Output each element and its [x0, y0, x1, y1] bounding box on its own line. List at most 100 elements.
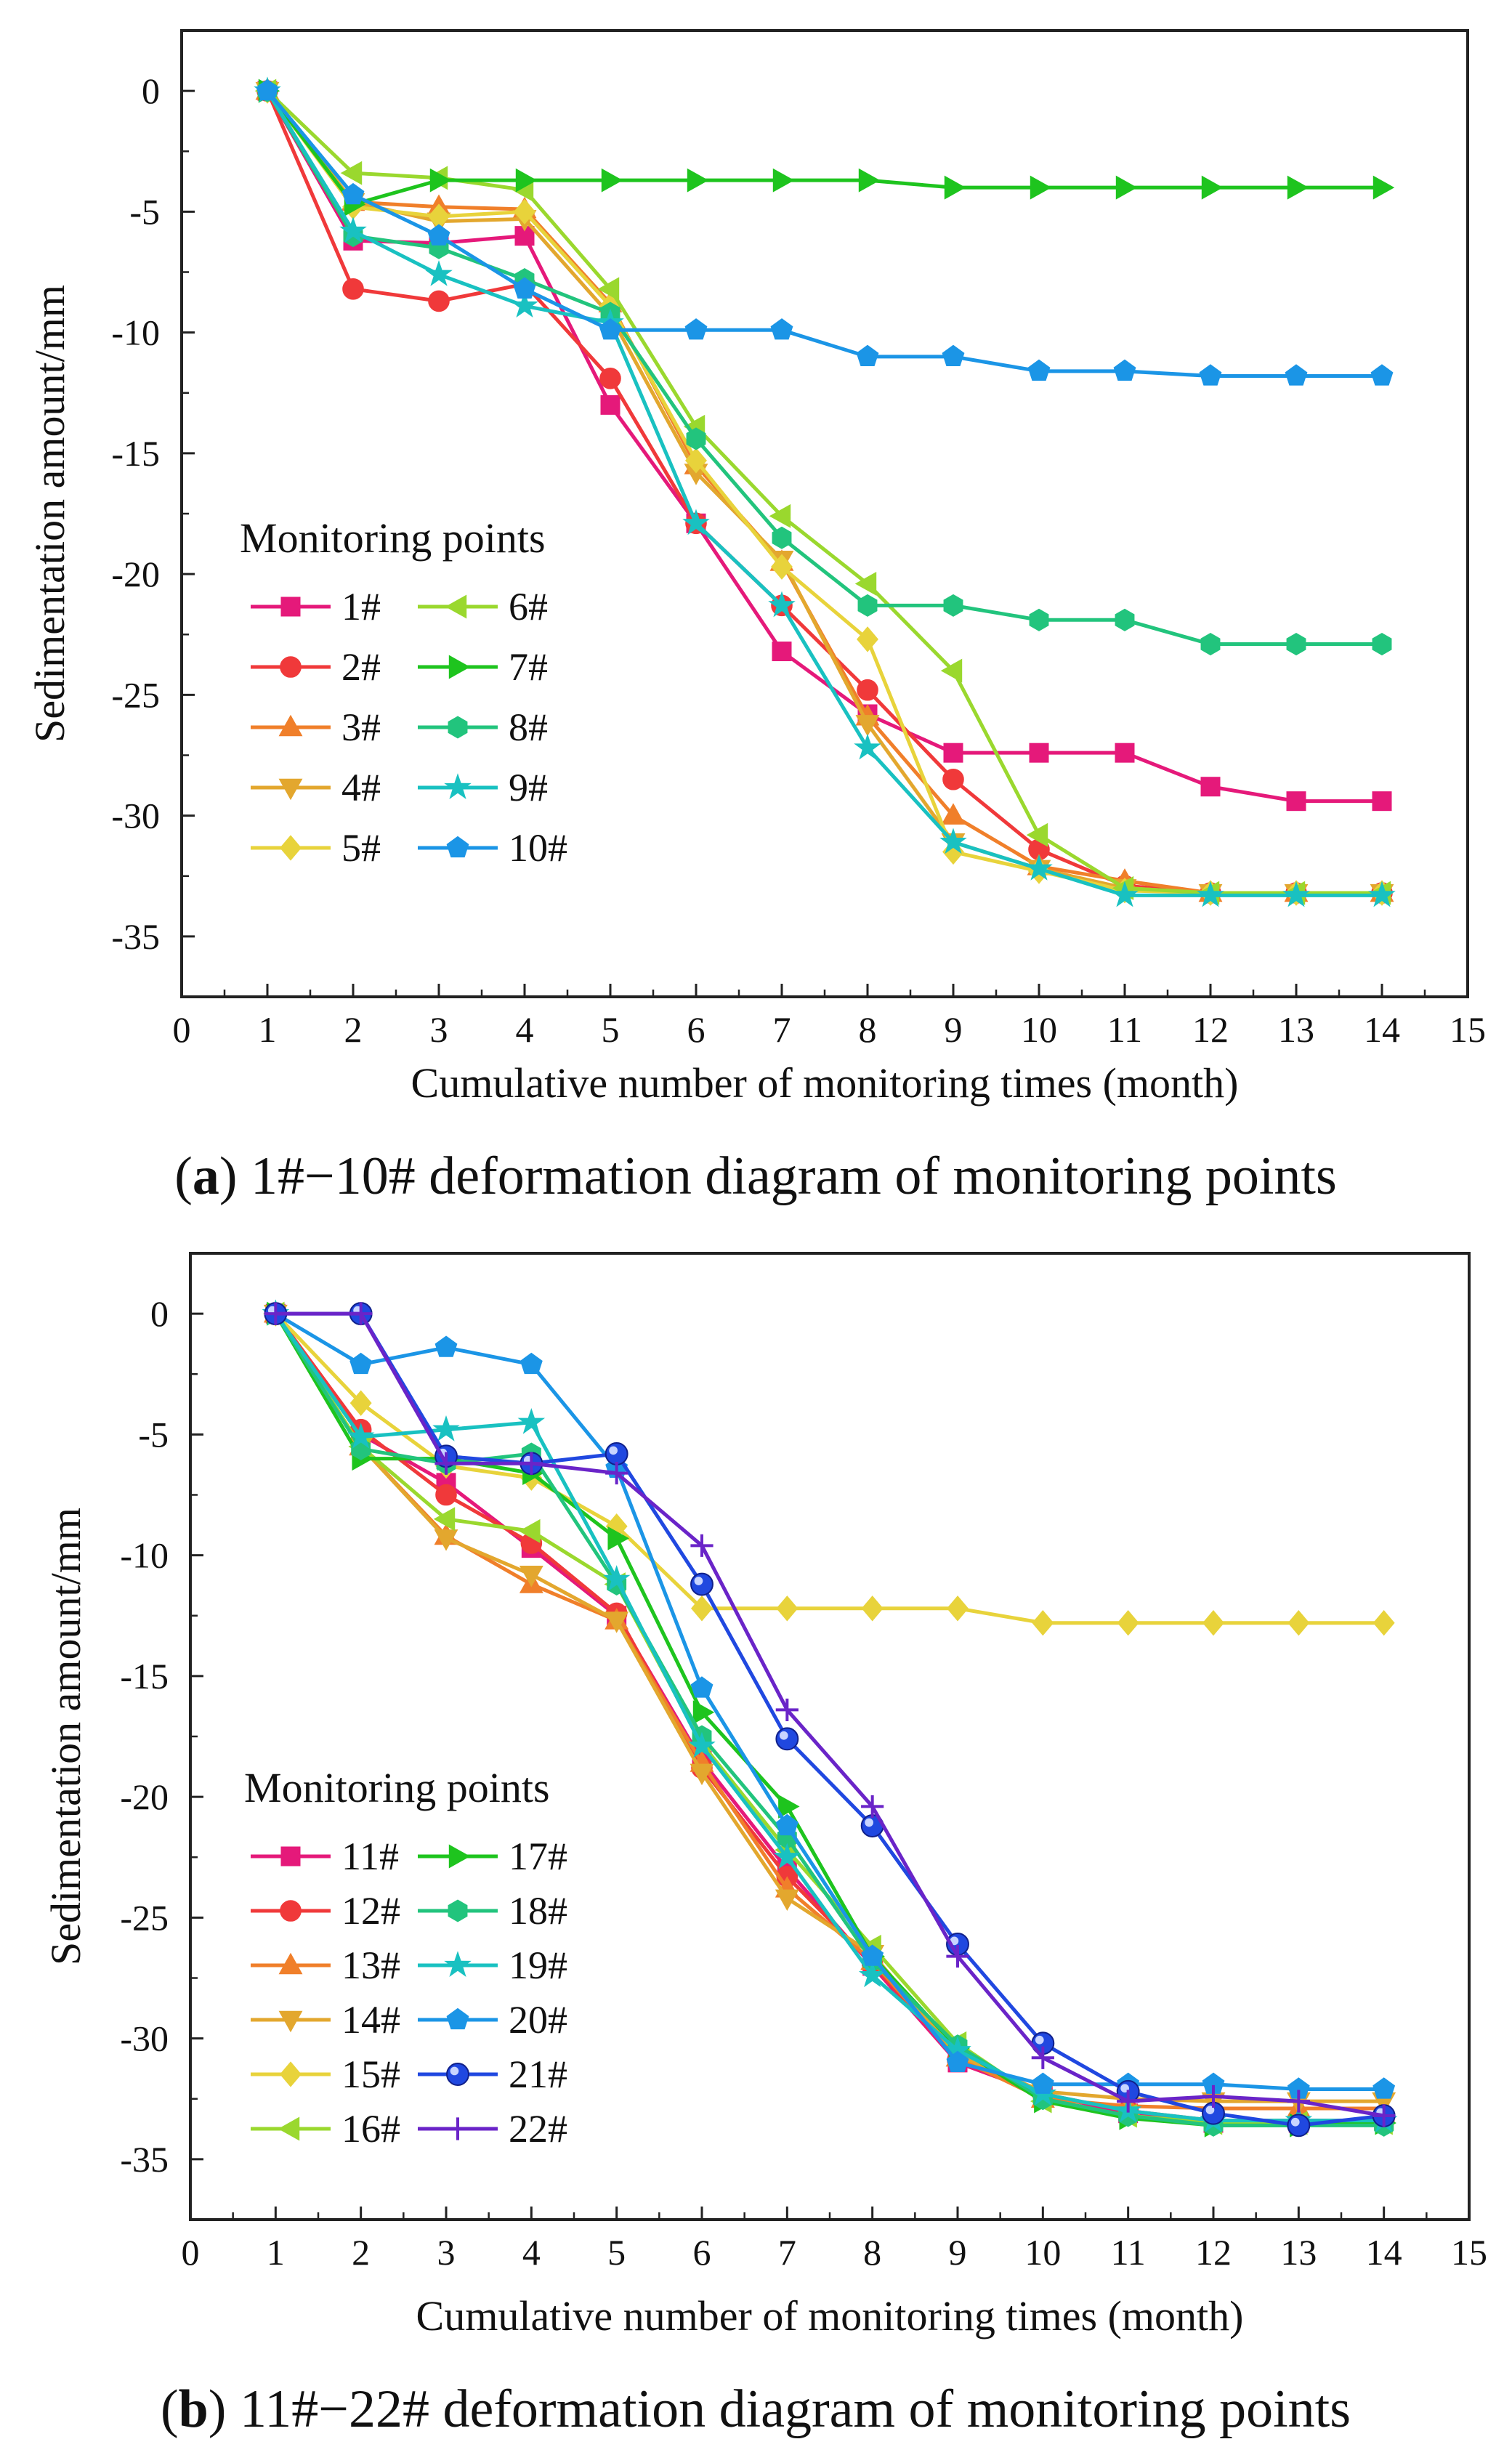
data-point-22#-3	[434, 1452, 458, 1475]
data-point-15#-14	[1372, 1610, 1395, 1636]
legend-item-9#: 9#	[418, 766, 548, 809]
y-tick-label: -15	[120, 1656, 169, 1696]
data-point-10#-6	[684, 318, 708, 340]
x-tick-label: 8	[863, 2232, 881, 2273]
data-point-17#-6	[692, 1700, 715, 1725]
legend-label: 22#	[509, 2107, 567, 2151]
data-point-10#-14	[1370, 364, 1394, 386]
data-point-7#-14	[1372, 175, 1395, 200]
legend-marker	[280, 835, 302, 861]
data-point-2#-8	[857, 679, 878, 701]
data-point-2#-2	[342, 278, 364, 300]
data-point-10#-2	[341, 182, 365, 205]
data-point-22#-9	[946, 1944, 969, 1968]
data-point-5#-8	[857, 626, 878, 652]
series-14#	[263, 1304, 1396, 2114]
x-tick-label: 13	[1278, 1009, 1314, 1050]
x-tick-label: 10	[1024, 2232, 1061, 2273]
marker-highlight	[779, 1731, 788, 1740]
data-point-7#-6	[687, 168, 709, 193]
x-axis-label-a: Cumulative number of monitoring times (m…	[411, 1059, 1239, 1107]
legend-marker	[280, 656, 302, 678]
legend-label: 9#	[509, 766, 548, 809]
data-point-12#-3	[435, 1484, 457, 1506]
caption-open-paren: (	[174, 1146, 193, 1206]
data-point-15#-7	[776, 1596, 799, 1622]
legend-label: 1#	[341, 585, 381, 628]
data-point-20#-7	[775, 1813, 799, 1836]
caption-close-paren: )	[209, 2379, 240, 2439]
data-point-1#-14	[1372, 791, 1392, 812]
caption-text-a: 1#−10# deformation diagram of monitoring…	[251, 1146, 1337, 1206]
data-point-8#-14	[1372, 633, 1392, 656]
marker-highlight	[1035, 2035, 1044, 2045]
x-tick-label: 12	[1192, 1009, 1229, 1050]
legend-marker	[446, 2007, 469, 2030]
x-tick-label: 15	[1450, 1009, 1486, 1050]
data-point-7#-9	[944, 175, 966, 200]
caption-close-paren: )	[219, 1146, 251, 1206]
data-point-2#-5	[599, 368, 621, 389]
x-tick-label: 0	[182, 2232, 200, 2273]
data-point-15#-6	[691, 1596, 713, 1622]
legend-item-3#: 3#	[251, 705, 381, 749]
data-point-7#-8	[858, 168, 881, 193]
legend-label: 14#	[341, 1998, 400, 2042]
series-11#	[265, 1303, 1394, 2133]
data-point-20#-4	[520, 1352, 543, 1375]
legend-marker	[448, 1844, 471, 1869]
data-point-16#-4	[519, 1518, 541, 1543]
data-point-1#-11	[1115, 743, 1135, 763]
data-point-20#-3	[434, 1335, 458, 1357]
panel-a: 0 1 2 3 4 5 6 7 8 9 10 11 12 13 14 150-5-10-15-20-25-30…	[26, 29, 1486, 1206]
series-line-21#	[275, 1311, 1384, 2127]
legend-marker	[448, 716, 468, 739]
x-tick-label: 5	[607, 2232, 626, 2273]
data-point-9#-11	[1111, 881, 1139, 907]
data-point-15#-2	[349, 1390, 372, 1416]
data-point-9#-2	[339, 217, 367, 243]
series-18#	[265, 1302, 1394, 2137]
series-5#	[256, 78, 1393, 906]
legend-item-8#: 8#	[418, 705, 548, 749]
x-tick-label: 14	[1366, 2232, 1402, 2273]
data-point-5#-7	[771, 554, 793, 580]
data-point-22#-8	[861, 1795, 884, 1819]
x-tick-label: 14	[1364, 1009, 1400, 1050]
x-tick-label: 3	[437, 2232, 456, 2273]
x-tick-label: 10	[1021, 1009, 1057, 1050]
data-point-19#-6	[688, 1731, 716, 1758]
data-point-10#-4	[513, 277, 536, 299]
data-point-15#-9	[947, 1596, 969, 1622]
data-point-22#-2	[349, 1302, 373, 1325]
data-point-21#-5	[605, 1442, 628, 1465]
data-point-9#-4	[511, 291, 538, 318]
data-point-7#-7	[772, 168, 795, 193]
legend-marker	[448, 655, 471, 679]
legend-label: 12#	[341, 1889, 400, 1933]
marker-highlight	[1205, 2106, 1215, 2114]
legend-label: 15#	[341, 2052, 400, 2096]
data-point-20#-2	[349, 1352, 373, 1375]
data-point-10#-12	[1199, 364, 1222, 386]
legend-item-13#: 13#	[251, 1944, 400, 1987]
legend-item-16#: 16#	[251, 2107, 400, 2151]
data-point-6#-5	[597, 277, 620, 302]
data-point-6#-9	[940, 658, 963, 683]
series-line-22#	[275, 1311, 1385, 2118]
data-point-15#-12	[1202, 1610, 1224, 1636]
data-point-19#-7	[773, 1843, 801, 1869]
series-layer-b	[262, 1299, 1398, 2138]
legend-item-5#: 5#	[251, 826, 381, 870]
data-point-19#-3	[432, 1415, 460, 1441]
data-point-8#-9	[943, 594, 963, 617]
y-tick-label: -30	[120, 2018, 169, 2059]
data-point-15#-11	[1117, 1610, 1139, 1636]
data-point-22#-10	[1031, 2046, 1054, 2069]
series-12#	[264, 1303, 1395, 2132]
data-point-14#-4	[519, 1566, 543, 1588]
data-point-22#-4	[520, 1452, 543, 1475]
y-tick-label: -20	[111, 554, 160, 594]
legend-item-1#: 1#	[251, 585, 381, 628]
data-point-10#-1	[256, 78, 279, 101]
